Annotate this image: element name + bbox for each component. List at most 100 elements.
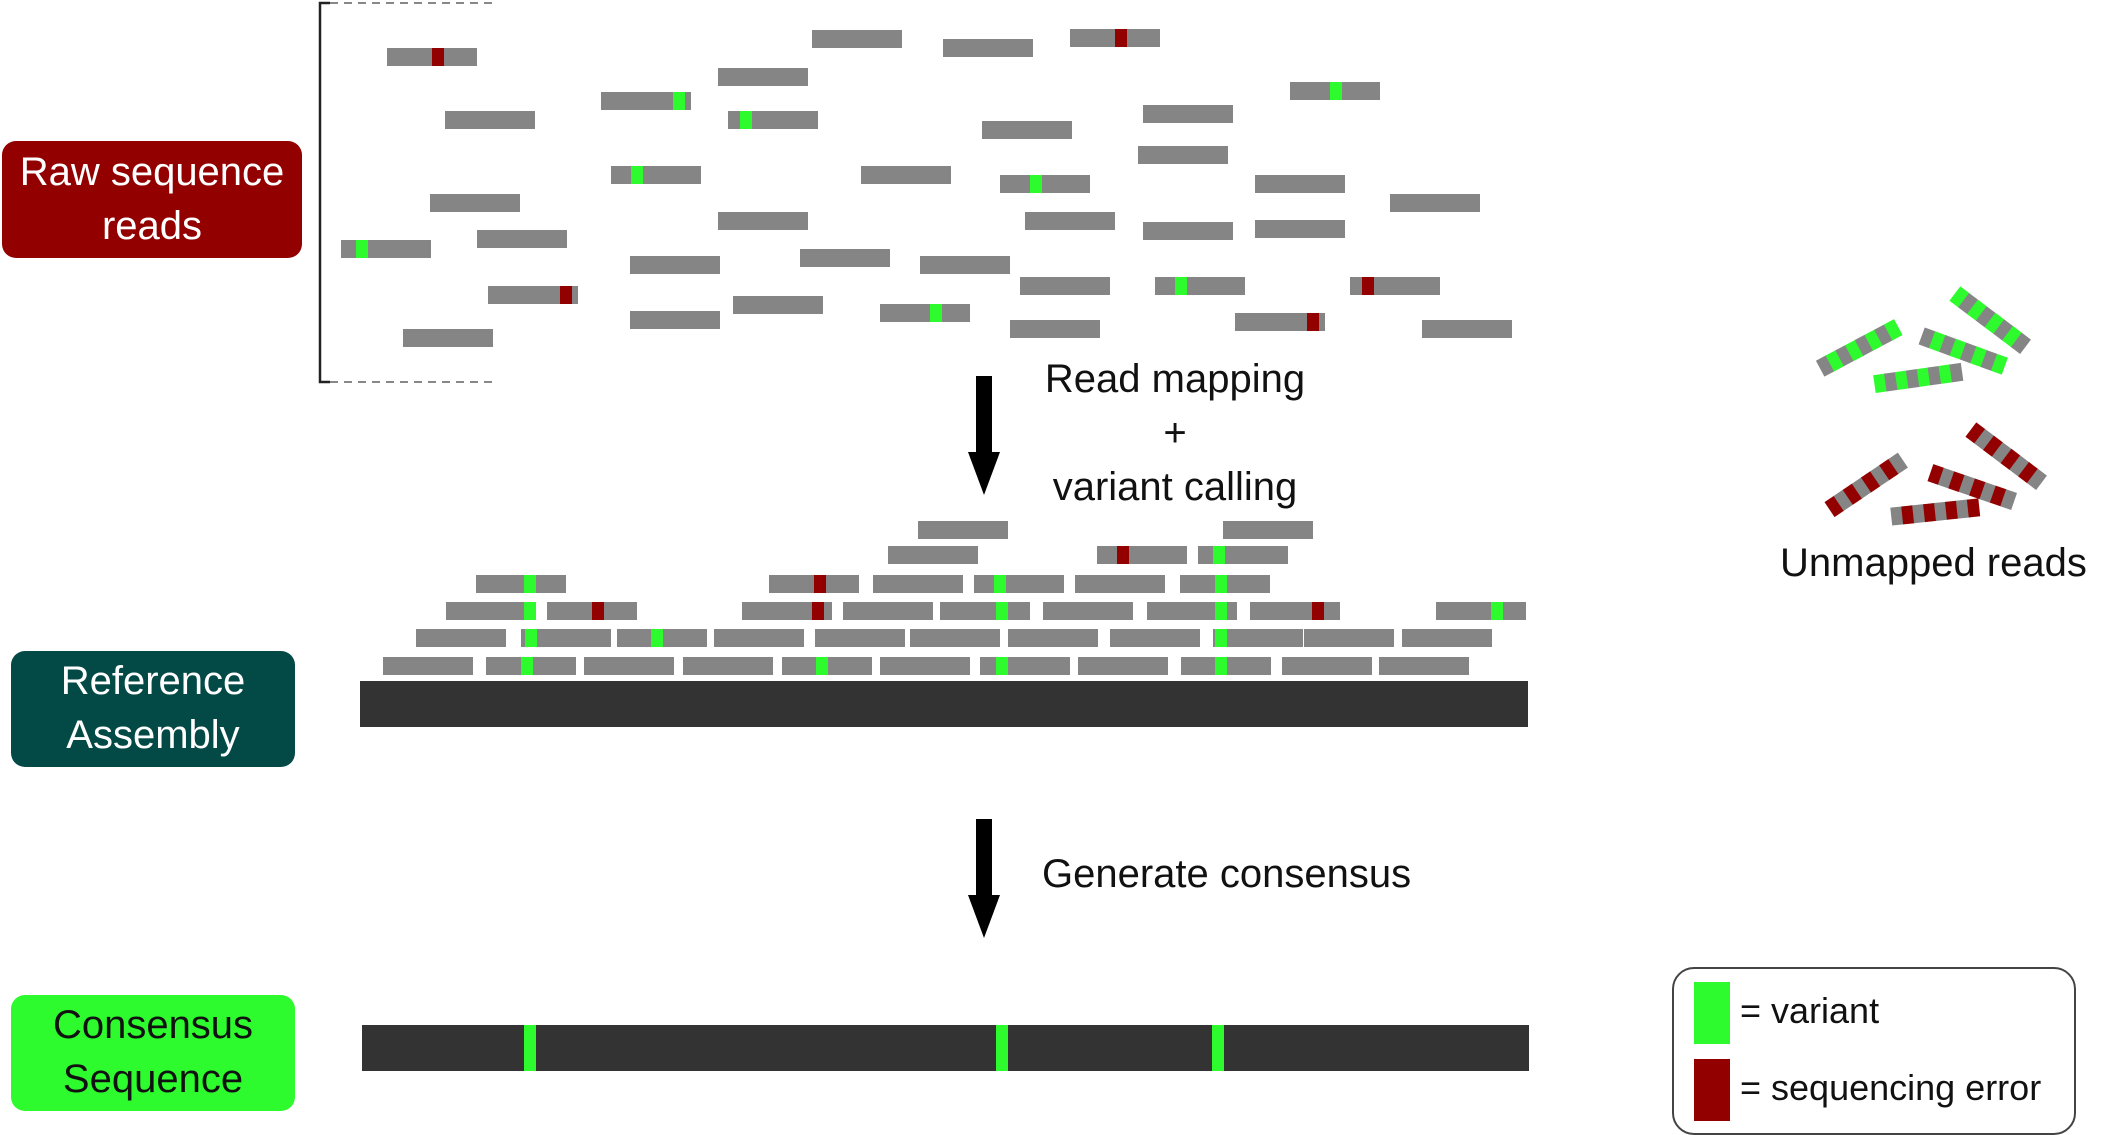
raw-sequence-reads-text: Raw sequence reads	[19, 149, 285, 248]
read-bar	[1255, 220, 1345, 238]
sequence-read	[843, 602, 933, 620]
read-segment	[1890, 506, 1904, 526]
read-bar	[920, 256, 1010, 274]
read-segment	[1873, 373, 1888, 394]
error-mark	[1362, 277, 1374, 295]
sequence-read	[1075, 575, 1165, 593]
read-bar	[718, 212, 808, 230]
read-bar	[446, 602, 536, 620]
consensus-sequence-bar	[362, 1025, 1529, 1071]
read-bar	[1110, 629, 1200, 647]
read-bar	[1020, 277, 1110, 295]
read-segment	[2010, 332, 2031, 354]
read-segment	[1990, 353, 2008, 375]
read-bar	[630, 311, 720, 329]
legend-variant-label: = variant	[1740, 990, 1880, 1031]
read-segment	[1864, 329, 1884, 351]
sequence-read	[742, 602, 832, 620]
error-mark	[812, 602, 824, 620]
read-bar	[910, 629, 1000, 647]
variant-mark	[1330, 82, 1342, 100]
read-segment	[1955, 499, 1970, 519]
read-segment	[1894, 370, 1909, 390]
read-segment	[1980, 350, 1998, 371]
error-mark	[592, 602, 604, 620]
sequence-read	[1143, 105, 1233, 123]
sequence-read	[1147, 602, 1237, 620]
read-bar	[1250, 602, 1340, 620]
sequence-read	[880, 657, 970, 675]
variant-mark	[994, 575, 1006, 593]
sequence-read	[940, 602, 1030, 620]
generate-consensus-step-text: Generate consensus	[1042, 852, 1412, 896]
sequence-read	[800, 249, 890, 267]
read-segment	[1991, 442, 2012, 464]
error-mark	[1115, 29, 1127, 47]
sequence-read	[1181, 657, 1271, 675]
read-bar	[880, 304, 970, 322]
raw-reads-cluster	[341, 29, 1512, 347]
sequence-read	[1180, 575, 1270, 593]
read-bar	[1010, 320, 1100, 338]
error-mark	[1117, 546, 1129, 564]
sequence-read	[1213, 629, 1303, 647]
error-mark	[1307, 313, 1319, 331]
sequence-read	[980, 657, 1070, 675]
read-bar	[714, 629, 804, 647]
read-segment	[2000, 448, 2021, 471]
sequence-read	[1008, 629, 1098, 647]
sequence-read	[1043, 602, 1133, 620]
read-segment	[1842, 483, 1863, 505]
read-segment	[1833, 489, 1854, 511]
read-segment	[1970, 346, 1988, 368]
read-bar	[815, 629, 905, 647]
read-bar	[1043, 602, 1133, 620]
read-segment	[1835, 344, 1854, 367]
sequence-read	[584, 657, 674, 675]
sequence-read	[873, 575, 963, 593]
sequence-read	[1155, 277, 1245, 295]
read-bar	[1255, 175, 1345, 193]
sequence-read	[1304, 629, 1394, 647]
sequence-read	[403, 329, 493, 347]
variant-mark	[651, 629, 663, 647]
unmapped-read	[1927, 464, 2018, 510]
read-bar	[940, 602, 1030, 620]
sequence-read	[888, 546, 978, 564]
read-segment	[1975, 306, 1996, 328]
read-segment	[1949, 286, 1970, 308]
read-bar	[1143, 222, 1233, 240]
sequence-read	[718, 212, 808, 230]
legend: = variant = sequencing error	[1672, 967, 2076, 1135]
read-bar	[1147, 602, 1237, 620]
sequence-read	[861, 166, 951, 184]
read-segment	[1928, 331, 1946, 353]
variant-mark	[1215, 629, 1227, 647]
read-bar	[430, 194, 520, 212]
read-segment	[1825, 350, 1845, 372]
read-segment	[1884, 372, 1898, 392]
read-segment	[2002, 326, 2023, 348]
read-bar	[1143, 105, 1233, 123]
read-segment	[1983, 435, 2004, 457]
variant-mark	[1215, 575, 1227, 593]
legend-error-label: = sequencing error	[1740, 1067, 2042, 1108]
variant-mark	[996, 657, 1008, 675]
sequence-read	[1097, 546, 1187, 564]
sequence-read	[1282, 657, 1372, 675]
read-bar	[1402, 629, 1492, 647]
read-bar	[445, 111, 535, 129]
read-segment	[1938, 364, 1953, 384]
unmapped-read	[1815, 319, 1903, 377]
read-bar	[1155, 277, 1245, 295]
unmapped-read	[1873, 362, 1964, 394]
variant-mark	[1175, 277, 1187, 295]
sequence-read	[1078, 657, 1168, 675]
variant-mark	[524, 575, 536, 593]
read-bar	[861, 166, 951, 184]
read-bar	[1000, 175, 1090, 193]
sequence-read	[547, 602, 637, 620]
read-segment	[1939, 335, 1957, 356]
sequence-read	[1379, 657, 1469, 675]
read-bar	[1282, 657, 1372, 675]
